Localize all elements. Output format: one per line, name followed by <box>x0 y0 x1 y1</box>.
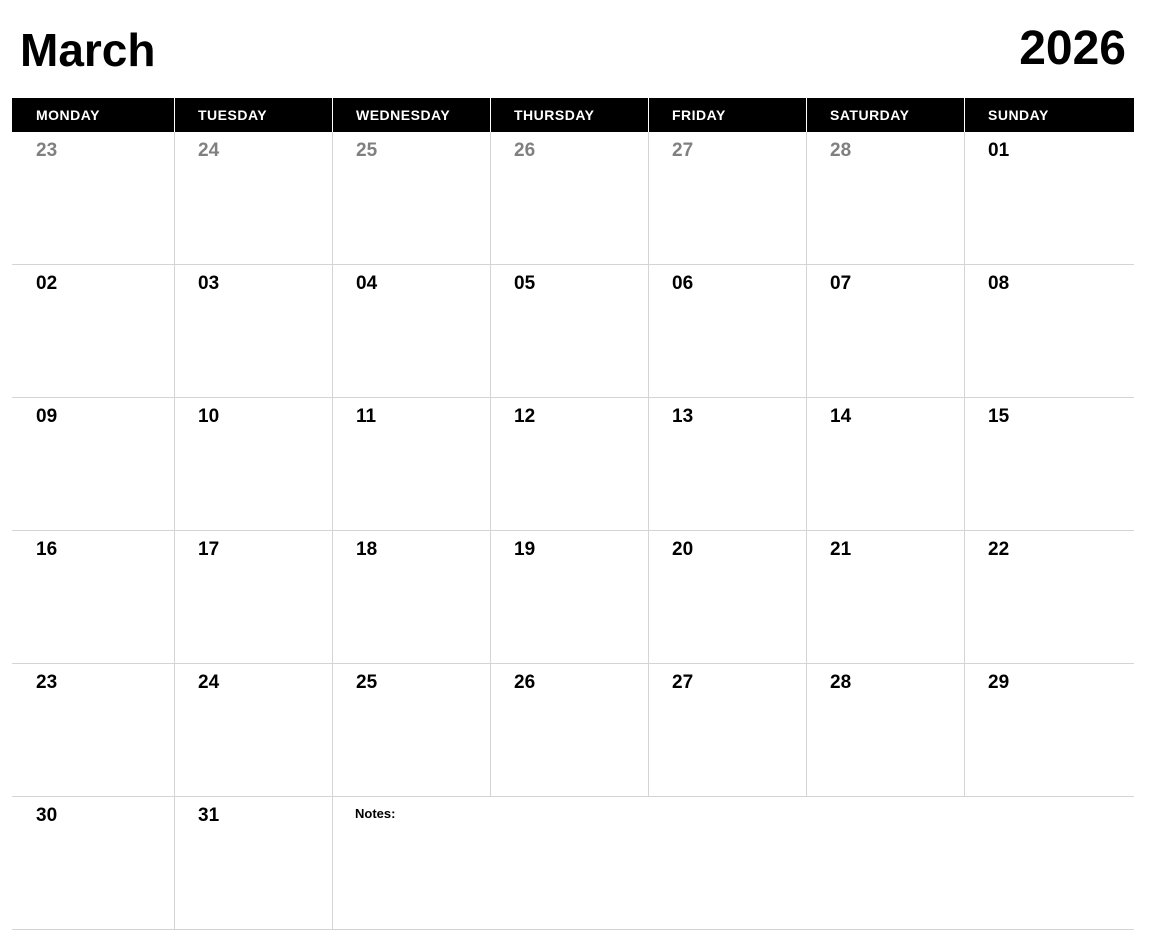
calendar-grid: MONDAY TUESDAY WEDNESDAY THURSDAY FRIDAY… <box>12 98 1134 930</box>
day-number: 22 <box>988 539 1010 560</box>
week-row-6: 30 31 Notes: <box>12 797 1134 930</box>
day-cell[interactable]: 11 <box>332 398 490 530</box>
day-number: 24 <box>198 140 220 161</box>
day-number: 25 <box>356 140 378 161</box>
day-cell[interactable]: 24 <box>174 664 332 796</box>
day-cell[interactable]: 29 <box>964 664 1134 796</box>
week-row-4: 16 17 18 19 20 21 22 <box>12 531 1134 664</box>
day-number: 08 <box>988 273 1010 294</box>
day-cell[interactable]: 07 <box>806 265 964 397</box>
day-number: 17 <box>198 539 220 560</box>
day-cell[interactable]: 31 <box>174 797 332 929</box>
day-number: 24 <box>198 672 220 693</box>
weekday-wednesday: WEDNESDAY <box>332 98 490 132</box>
day-cell[interactable]: 06 <box>648 265 806 397</box>
day-number: 15 <box>988 406 1010 427</box>
day-cell[interactable]: 20 <box>648 531 806 663</box>
day-cell[interactable]: 24 <box>174 132 332 264</box>
day-number: 13 <box>672 406 694 427</box>
day-number: 04 <box>356 273 378 294</box>
day-cell[interactable]: 25 <box>332 132 490 264</box>
week-row-2: 02 03 04 05 06 07 08 <box>12 265 1134 398</box>
weekday-sunday: SUNDAY <box>964 98 1134 132</box>
month-title: March <box>20 24 156 76</box>
day-number: 30 <box>36 805 58 826</box>
week-row-3: 09 10 11 12 13 14 15 <box>12 398 1134 531</box>
day-number: 07 <box>830 273 852 294</box>
day-cell[interactable]: 08 <box>964 265 1134 397</box>
day-cell[interactable]: 22 <box>964 531 1134 663</box>
day-number: 29 <box>988 672 1010 693</box>
day-number: 11 <box>356 406 377 427</box>
day-number: 23 <box>36 140 58 161</box>
day-number: 27 <box>672 140 694 161</box>
day-number: 10 <box>198 406 220 427</box>
weekday-friday: FRIDAY <box>648 98 806 132</box>
day-number: 31 <box>198 805 220 826</box>
weekday-header: MONDAY TUESDAY WEDNESDAY THURSDAY FRIDAY… <box>12 98 1134 132</box>
day-cell[interactable]: 12 <box>490 398 648 530</box>
day-cell[interactable]: 18 <box>332 531 490 663</box>
day-number: 19 <box>514 539 536 560</box>
day-cell[interactable]: 26 <box>490 664 648 796</box>
day-number: 16 <box>36 539 58 560</box>
day-number: 28 <box>830 672 852 693</box>
day-number: 21 <box>830 539 852 560</box>
day-number: 05 <box>514 273 536 294</box>
day-number: 12 <box>514 406 536 427</box>
day-cell[interactable]: 13 <box>648 398 806 530</box>
day-number: 03 <box>198 273 220 294</box>
day-cell[interactable]: 01 <box>964 132 1134 264</box>
day-number: 27 <box>672 672 694 693</box>
day-number: 02 <box>36 273 58 294</box>
day-number: 20 <box>672 539 694 560</box>
weekday-thursday: THURSDAY <box>490 98 648 132</box>
day-number: 09 <box>36 406 58 427</box>
day-number: 18 <box>356 539 378 560</box>
week-row-5: 23 24 25 26 27 28 29 <box>12 664 1134 797</box>
day-cell[interactable]: 23 <box>12 132 174 264</box>
day-cell[interactable]: 15 <box>964 398 1134 530</box>
weekday-tuesday: TUESDAY <box>174 98 332 132</box>
weekday-saturday: SATURDAY <box>806 98 964 132</box>
day-number: 28 <box>830 140 852 161</box>
day-cell[interactable]: 27 <box>648 664 806 796</box>
day-cell[interactable]: 10 <box>174 398 332 530</box>
day-number: 26 <box>514 140 536 161</box>
day-cell[interactable]: 19 <box>490 531 648 663</box>
day-cell[interactable]: 23 <box>12 664 174 796</box>
day-cell[interactable]: 28 <box>806 132 964 264</box>
week-row-1: 23 24 25 26 27 28 01 <box>12 132 1134 265</box>
day-number: 23 <box>36 672 58 693</box>
day-cell[interactable]: 26 <box>490 132 648 264</box>
day-number: 01 <box>988 140 1010 161</box>
notes-label: Notes: <box>355 806 396 821</box>
day-number: 26 <box>514 672 536 693</box>
year-title: 2026 <box>1019 22 1126 75</box>
day-cell[interactable]: 02 <box>12 265 174 397</box>
day-number: 06 <box>672 273 694 294</box>
day-cell[interactable]: 05 <box>490 265 648 397</box>
day-cell[interactable]: 27 <box>648 132 806 264</box>
day-cell[interactable]: 30 <box>12 797 174 929</box>
day-number: 14 <box>830 406 852 427</box>
day-cell[interactable]: 17 <box>174 531 332 663</box>
day-cell[interactable]: 16 <box>12 531 174 663</box>
day-cell[interactable]: 28 <box>806 664 964 796</box>
day-cell[interactable]: 09 <box>12 398 174 530</box>
day-cell[interactable]: 21 <box>806 531 964 663</box>
day-cell[interactable]: 25 <box>332 664 490 796</box>
weekday-monday: MONDAY <box>36 107 100 123</box>
notes-area[interactable]: Notes: <box>332 797 1134 929</box>
day-cell[interactable]: 03 <box>174 265 332 397</box>
day-cell[interactable]: 04 <box>332 265 490 397</box>
day-number: 25 <box>356 672 378 693</box>
day-cell[interactable]: 14 <box>806 398 964 530</box>
